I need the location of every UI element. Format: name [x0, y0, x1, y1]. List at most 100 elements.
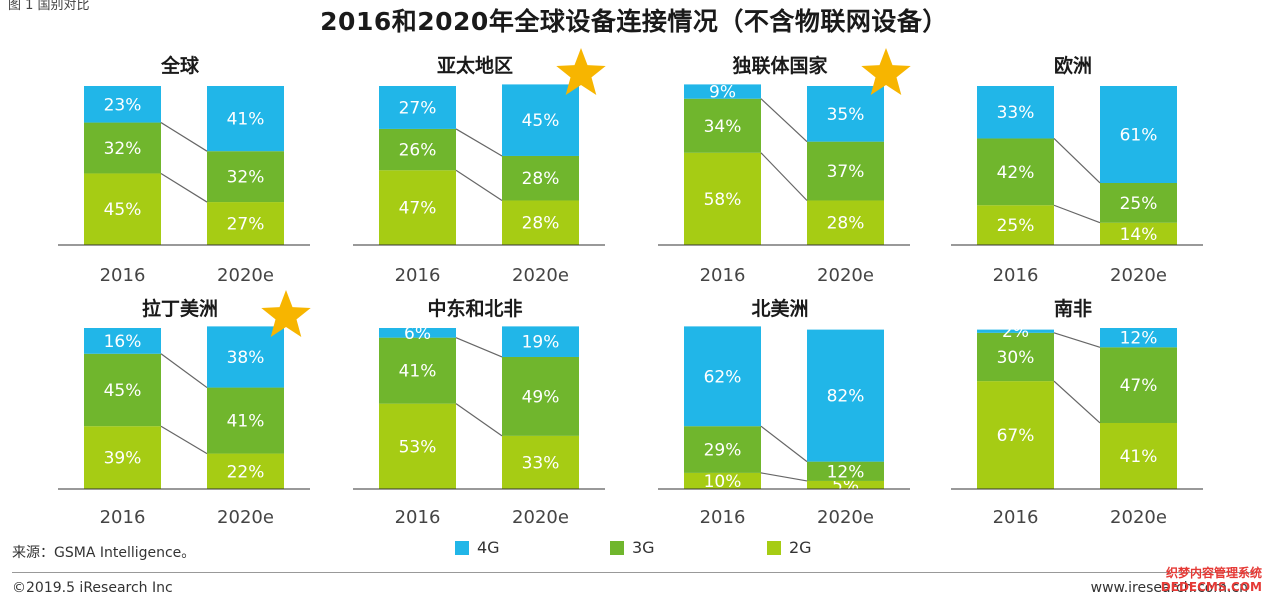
connector-line — [160, 425, 208, 455]
data-label-4g-2016: 27% — [399, 99, 437, 119]
tick-label-2020e: 2020e — [512, 507, 569, 528]
bar-seg-2g-2016 — [84, 426, 161, 489]
tick-label-2016: 2016 — [700, 507, 746, 528]
data-label-3g-2020e: 47% — [1120, 376, 1158, 396]
data-label-4g-2020e: 38% — [227, 348, 265, 368]
watermark-line2: DEDECMS.COM — [1160, 580, 1262, 594]
panel-7: 10% 29% 62% 5%12% 82% 2016 2020e 北美洲 — [658, 297, 910, 528]
bar-seg-4g-2016 — [84, 328, 161, 354]
data-label-3g-2016: 26% — [399, 141, 437, 161]
bar-seg-2g-2016 — [977, 205, 1054, 245]
data-label-2g-2016: 39% — [104, 449, 142, 469]
data-label-4g-2016: 6% — [404, 324, 431, 344]
bar-seg-3g-2020e — [207, 151, 284, 203]
website-link[interactable]: www.iresearch.com.cn — [1090, 580, 1248, 596]
legend-label-2g: 2G — [789, 538, 812, 557]
bar-seg-3g-2020e — [502, 356, 579, 436]
data-label-3g-2020e: 28% — [522, 169, 560, 189]
data-label-3g-2020e: 32% — [227, 168, 265, 188]
bar-seg-2g-2020e — [1100, 422, 1177, 489]
panel-5: 39% 45% 16% 22% 41% 38% 2016 2020e 拉丁美洲 — [58, 290, 311, 528]
connector-line — [1053, 332, 1101, 348]
tick-label-2016: 2016 — [395, 507, 441, 528]
data-label-4g-2020e: 45% — [522, 111, 560, 131]
bar-seg-4g-2016 — [379, 86, 456, 129]
star-icon — [861, 48, 911, 95]
data-label-2g-2016: 10% — [704, 472, 742, 492]
data-label-3g-2016: 32% — [104, 139, 142, 159]
data-label-2g-2020e: 33% — [522, 453, 560, 473]
tick-label-2016: 2016 — [700, 265, 746, 286]
connector-line — [1053, 138, 1101, 184]
tick-label-2020e: 2020e — [217, 265, 274, 286]
star-icon — [261, 290, 311, 337]
bar-seg-3g-2016 — [977, 138, 1054, 206]
tick-label-2016: 2016 — [993, 265, 1039, 286]
bar-seg-4g-2020e — [807, 86, 884, 142]
bar-seg-4g-2020e — [807, 329, 884, 462]
chart-title: 2016和2020年全球设备连接情况（不含物联网设备） — [320, 7, 948, 36]
connector-line — [1053, 380, 1101, 424]
connector-line — [1053, 204, 1101, 224]
bar-seg-4g-2016 — [977, 329, 1054, 333]
panel-title: 北美洲 — [751, 297, 808, 320]
legend-swatch-4g — [455, 540, 469, 555]
data-label-4g-2016: 33% — [997, 103, 1035, 123]
panel-1: 45% 32% 23% 27% 32% 41% 2016 2020e 全球 — [58, 54, 310, 286]
bar-seg-2g-2016 — [379, 403, 456, 489]
bar-seg-3g-2016 — [84, 122, 161, 174]
data-label-4g-2020e: 19% — [522, 333, 560, 353]
connector-line — [455, 169, 503, 201]
data-label-4g-2020e: 41% — [227, 110, 265, 130]
bar-seg-3g-2020e — [1100, 182, 1177, 223]
data-label-3g-2016: 30% — [997, 348, 1035, 368]
tick-label-2016: 2016 — [100, 265, 146, 286]
legend-item-2g: 2G — [767, 538, 812, 557]
bar-seg-3g-2016 — [379, 337, 456, 404]
data-label-3g-2020e: 49% — [522, 387, 560, 407]
bar-seg-2g-2016 — [84, 173, 161, 245]
bar-seg-4g-2016 — [684, 326, 761, 427]
bar-seg-3g-2016 — [379, 128, 456, 171]
data-label-2g-2020e: 41% — [1120, 447, 1158, 467]
connector-line — [160, 172, 208, 203]
data-label-2g-2020e: 28% — [827, 214, 865, 234]
bar-seg-3g-2020e — [807, 461, 884, 481]
bar-seg-2g-2016 — [684, 472, 761, 489]
bar-seg-4g-2016 — [977, 86, 1054, 139]
bar-seg-3g-2016 — [84, 353, 161, 427]
connector-line — [160, 353, 208, 389]
data-label-2g-2016: 45% — [104, 200, 142, 220]
data-label-4g-2016: 2% — [1002, 322, 1029, 342]
data-label-4g-2020e: 61% — [1120, 126, 1158, 146]
panel-title: 独联体国家 — [732, 54, 828, 77]
bar-seg-4g-2020e — [1100, 86, 1177, 183]
bar-seg-2g-2020e — [207, 202, 284, 245]
panel-title: 南非 — [1054, 298, 1092, 320]
bar-seg-4g-2020e — [1100, 328, 1177, 348]
data-label-4g-2016: 62% — [704, 367, 742, 387]
star-icon — [556, 48, 606, 95]
bar-seg-3g-2020e — [207, 387, 284, 454]
panel-8: 67% 30% 2% 41% 47% 12% 2016 2020e 南非 — [951, 298, 1203, 528]
data-label-4g-2020e: 35% — [827, 105, 865, 125]
tick-label-2020e: 2020e — [512, 265, 569, 286]
tick-label-2020e: 2020e — [817, 507, 874, 528]
connector-line — [455, 403, 503, 437]
data-label-4g-2016: 23% — [104, 95, 142, 115]
panel-3: 58% 34% 9% 28% 37% 35% 2016 2020e 独联体国家 — [658, 48, 911, 286]
bar-seg-4g-2016 — [684, 84, 761, 99]
data-label-3g-2016: 34% — [704, 117, 742, 137]
bar-seg-2g-2020e — [502, 200, 579, 245]
data-label-2g-2020e: 22% — [227, 462, 265, 482]
bar-seg-2g-2016 — [684, 152, 761, 245]
data-label-3g-2020e: 12% — [827, 462, 865, 482]
corner-label: 图 1 国别对比 — [8, 0, 90, 13]
bar-seg-3g-2016 — [977, 332, 1054, 382]
tick-label-2020e: 2020e — [817, 265, 874, 286]
source-note: 来源：GSMA Intelligence。 — [12, 545, 196, 561]
data-label-2g-2016: 67% — [997, 426, 1035, 446]
data-label-2g-2016: 47% — [399, 199, 437, 219]
bar-seg-3g-2016 — [684, 426, 761, 473]
